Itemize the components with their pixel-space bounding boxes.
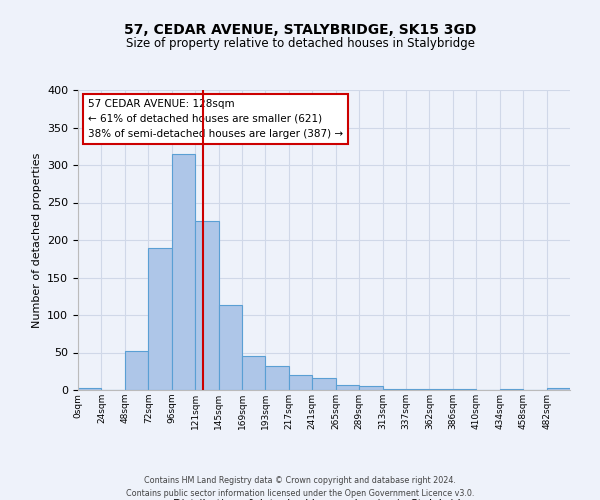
Bar xyxy=(148,248,172,390)
Bar xyxy=(195,221,218,390)
Bar xyxy=(406,388,430,390)
Bar xyxy=(430,389,453,390)
Text: Contains HM Land Registry data © Crown copyright and database right 2024.
Contai: Contains HM Land Registry data © Crown c… xyxy=(126,476,474,498)
Bar xyxy=(359,386,383,390)
Bar xyxy=(453,389,476,390)
Y-axis label: Number of detached properties: Number of detached properties xyxy=(32,152,41,328)
Bar xyxy=(289,375,312,390)
Bar xyxy=(265,366,289,390)
Bar xyxy=(78,388,101,390)
Bar xyxy=(312,378,336,390)
Text: 57 CEDAR AVENUE: 128sqm
← 61% of detached houses are smaller (621)
38% of semi-d: 57 CEDAR AVENUE: 128sqm ← 61% of detache… xyxy=(88,99,343,138)
Bar xyxy=(125,351,148,390)
Bar xyxy=(218,305,242,390)
Bar xyxy=(336,385,359,390)
Bar xyxy=(242,356,265,390)
Bar xyxy=(500,389,523,390)
X-axis label: Distribution of detached houses by size in Stalybridge: Distribution of detached houses by size … xyxy=(173,498,475,500)
Text: 57, CEDAR AVENUE, STALYBRIDGE, SK15 3GD: 57, CEDAR AVENUE, STALYBRIDGE, SK15 3GD xyxy=(124,22,476,36)
Bar xyxy=(383,388,406,390)
Bar xyxy=(172,154,195,390)
Bar xyxy=(547,388,570,390)
Text: Size of property relative to detached houses in Stalybridge: Size of property relative to detached ho… xyxy=(125,38,475,51)
